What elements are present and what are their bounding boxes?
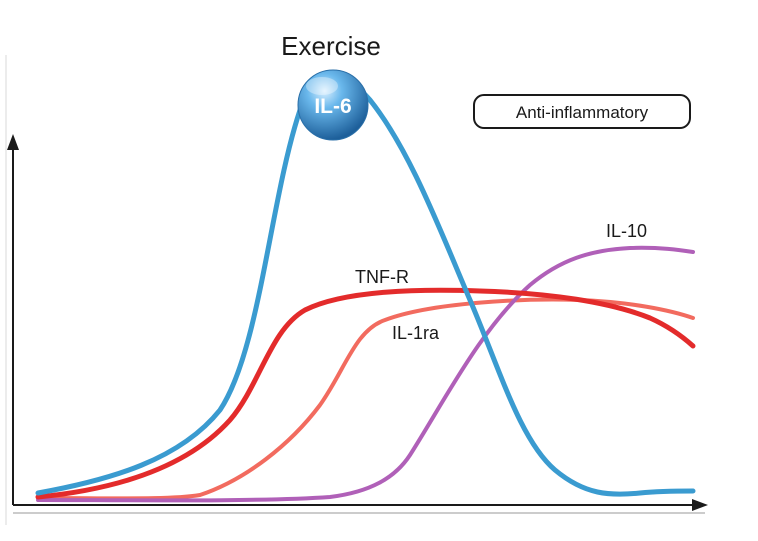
anti-inflammatory-badge: Anti-inflammatory	[473, 94, 691, 129]
y-axis-arrow-icon	[7, 134, 19, 150]
diagram-title: Exercise	[281, 31, 381, 61]
il-6-peak-marker: IL-6	[297, 69, 369, 141]
curve-il-6	[35, 77, 696, 497]
curve-il-10	[36, 245, 695, 503]
x-axis-arrow-icon	[692, 499, 708, 511]
axes	[7, 134, 708, 514]
il-1ra-label: IL-1ra	[392, 323, 440, 343]
badge-label: Anti-inflammatory	[516, 103, 649, 122]
tnf-r-label: TNF-R	[355, 267, 409, 287]
il-6-ball	[297, 69, 369, 141]
il-6-ball-highlight	[306, 77, 338, 95]
il-6-label: IL-6	[314, 95, 351, 118]
il-10-label: IL-10	[606, 221, 647, 241]
curve-tnf-r	[35, 287, 696, 500]
badge-frame	[473, 94, 691, 129]
